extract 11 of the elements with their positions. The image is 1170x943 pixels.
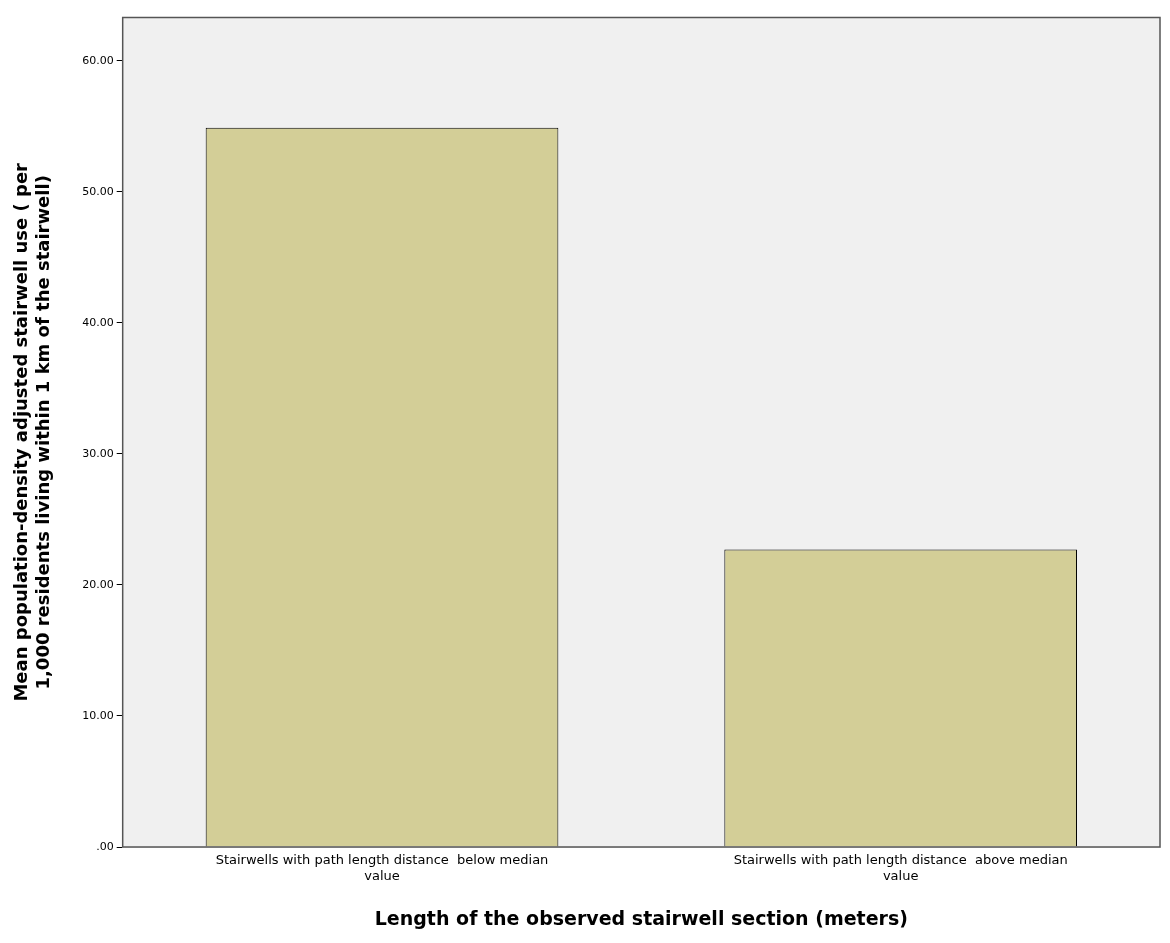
y-tick-label: 20.00 <box>82 577 114 591</box>
y-axis-title: Mean population-density adjusted stairwell use ( per 1,000 residents living within 1 km of the stairwell) <box>10 162 54 702</box>
y-tick-label: 50.00 <box>82 184 114 198</box>
y-tick-label: 40.00 <box>82 315 114 329</box>
y-tick-label: 60.00 <box>82 53 114 67</box>
y-tick-label: 30.00 <box>82 446 114 460</box>
x-axis-title: Length of the observed stairwell section (meters) <box>374 906 908 929</box>
y-tick-label: .00 <box>96 839 114 853</box>
x-tick-label: Stairwells with path length distance below median value <box>215 852 549 883</box>
x-tick-label: Stairwells with path length distance above median value <box>733 852 1068 883</box>
y-tick-label: 10.00 <box>82 708 114 722</box>
